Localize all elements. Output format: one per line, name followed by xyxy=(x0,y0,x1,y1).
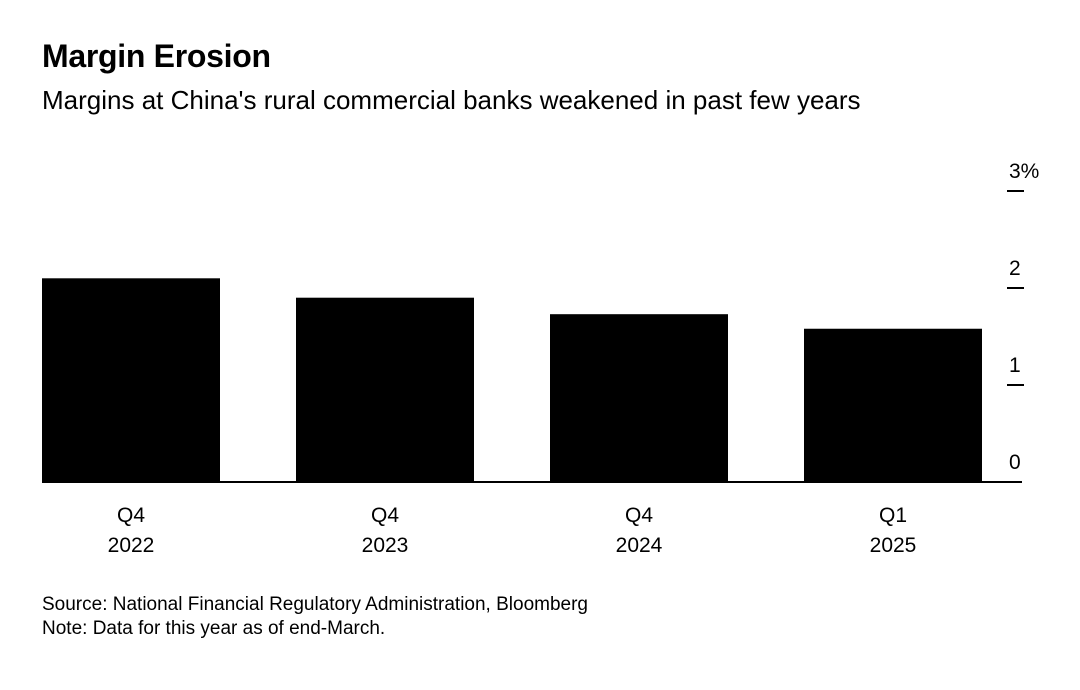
x-tick-label: 2024 xyxy=(616,534,663,557)
chart-subtitle: Margins at China's rural commercial bank… xyxy=(42,85,861,115)
y-tick-label: 1 xyxy=(1009,354,1021,377)
bar xyxy=(296,297,474,482)
y-tick-label: 2 xyxy=(1009,257,1021,280)
bar xyxy=(804,328,982,482)
source-note: Source: National Financial Regulatory Ad… xyxy=(42,594,588,615)
chart-title: Margin Erosion xyxy=(42,38,271,74)
x-tick-label: 2023 xyxy=(362,534,409,557)
x-tick-label: Q4 xyxy=(625,504,653,527)
x-tick-label: Q4 xyxy=(371,504,399,527)
y-tick-label: 0 xyxy=(1009,451,1021,474)
x-tick-label: 2022 xyxy=(108,534,155,557)
x-tick-label: Q1 xyxy=(879,504,907,527)
x-tick-label: 2025 xyxy=(870,534,917,557)
chart-footer: Source: National Financial Regulatory Ad… xyxy=(42,593,588,641)
x-tick-label: Q4 xyxy=(117,504,145,527)
data-note: Note: Data for this year as of end-March… xyxy=(42,618,386,639)
y-tick-label: 3% xyxy=(1009,160,1039,183)
bar xyxy=(550,314,728,482)
bar xyxy=(42,278,220,482)
